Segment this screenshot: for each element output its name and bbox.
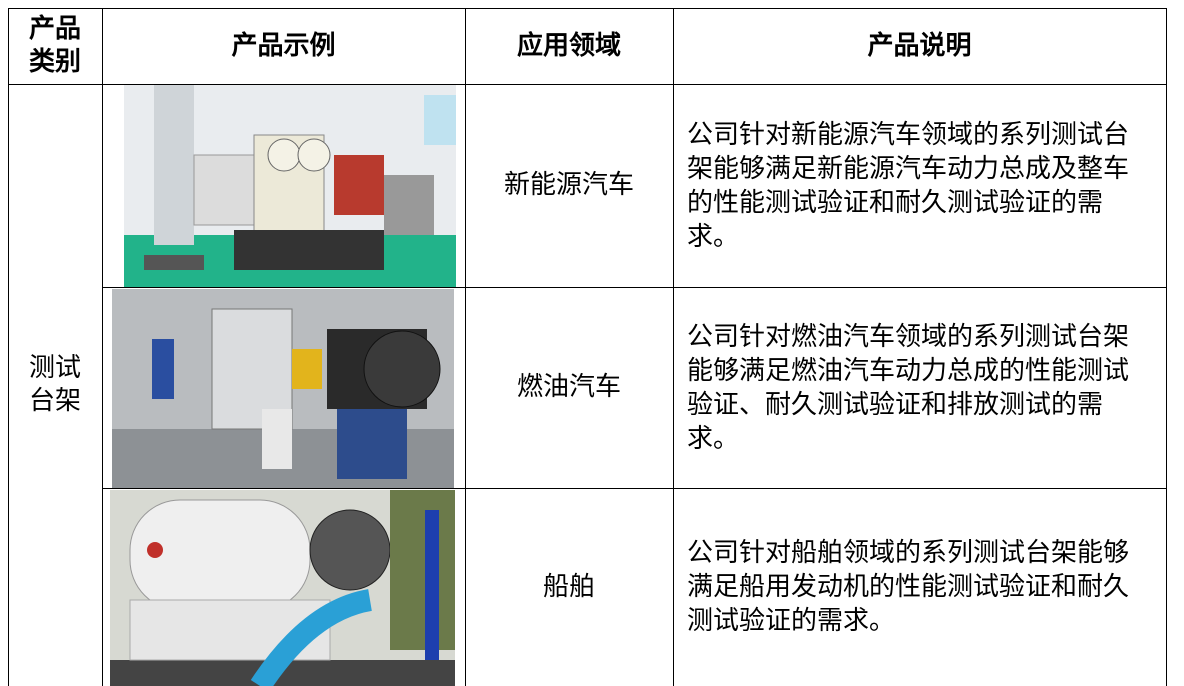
application-cell: 船舶 [465,488,673,686]
category-text: 测试台架 [28,353,81,416]
application-text: 新能源汽车 [503,170,634,200]
header-cell: 产品示例 [102,8,465,84]
description-text: 公司针对船舶领域的系列测试台架能够满足船用发动机的性能测试验证和耐久测试验证的需… [687,538,1130,636]
description-cell: 公司针对燃油汽车领域的系列测试台架能够满足燃油汽车动力总成的性能测试验证、耐久测… [673,287,1166,488]
application-text: 船舶 [542,571,595,602]
header-cell: 产品说明 [673,8,1166,84]
header-text: 产品示例 [231,30,336,61]
border [102,287,1167,288]
description-text: 公司针对燃油汽车领域的系列测试台架能够满足燃油汽车动力总成的性能测试验证、耐久测… [687,321,1130,454]
application-cell: 新能源汽车 [465,84,673,287]
description-cell: 公司针对新能源汽车领域的系列测试台架能够满足新能源汽车动力总成及整车的性能测试验… [673,84,1166,287]
description-text: 公司针对新能源汽车领域的系列测试台架能够满足新能源汽车动力总成及整车的性能测试验… [687,119,1130,252]
application-cell: 燃油汽车 [465,287,673,488]
header-text: 产品类别 [28,14,81,77]
border [8,84,1167,85]
border [673,8,674,686]
product-photo [112,289,454,488]
product-photo [110,490,455,686]
application-text: 燃油汽车 [516,372,621,402]
product-photo [124,85,456,287]
border [102,488,1167,489]
border [465,8,466,686]
border [8,8,1167,9]
header-cell: 应用领域 [465,8,673,84]
description-cell: 公司针对船舶领域的系列测试台架能够满足船用发动机的性能测试验证和耐久测试验证的需… [673,488,1166,686]
border [8,8,9,686]
header-cell: 产品类别 [8,8,102,84]
header-text: 产品说明 [867,30,972,61]
category-cell: 测试台架 [8,84,102,686]
border [1166,8,1167,686]
border [102,8,103,686]
header-text: 应用领域 [516,30,621,61]
